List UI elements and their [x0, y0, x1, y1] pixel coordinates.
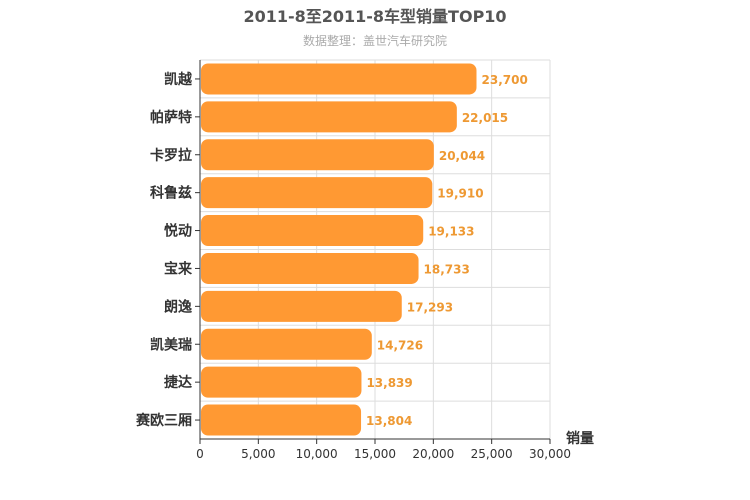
category-label: 捷达	[164, 374, 192, 391]
x-tick-label: 10,000	[296, 447, 338, 461]
bar-4	[201, 215, 424, 247]
bar-1	[201, 101, 457, 133]
bar-value-label: 13,839	[366, 376, 412, 390]
axis-layer: 0 5,000 10,000 15,000 20,000 25,000 30,000 凯越帕萨…	[135, 60, 571, 461]
bar-7	[201, 328, 372, 360]
bar-value-label: 13,804	[366, 414, 412, 428]
category-label: 凯美瑞	[150, 336, 192, 353]
chart-title: 2011-8至2011-8车型销量TOP10	[243, 7, 506, 26]
category-label: 悦动	[164, 223, 192, 240]
category-label: 朗逸	[164, 298, 192, 315]
x-tick-label: 5,000	[241, 447, 275, 461]
bar-5	[201, 252, 419, 284]
bar-value-label: 14,726	[377, 338, 423, 352]
category-label: 帕萨特	[150, 109, 192, 126]
bar-value-label: 23,700	[482, 73, 528, 87]
category-label: 宝来	[164, 260, 193, 277]
bar-6	[201, 290, 402, 322]
bar-value-label: 19,133	[428, 225, 474, 239]
bar-value-label: 20,044	[439, 149, 485, 163]
x-axis-label: 销量	[566, 430, 594, 447]
x-tick-label: 30,000	[529, 447, 571, 461]
bar-value-label: 18,733	[424, 262, 470, 276]
category-label: 赛欧三厢	[135, 412, 192, 429]
category-label: 卡罗拉	[150, 147, 192, 164]
bar-8	[201, 366, 362, 398]
x-tick-label: 25,000	[471, 447, 513, 461]
bars-layer: 23,700 22,015 20,044 19,910 19,133 18,733 17,2…	[201, 63, 528, 436]
bar-value-label: 19,910	[437, 187, 483, 201]
bar-2	[201, 139, 434, 171]
bar-value-label: 22,015	[462, 111, 508, 125]
bar-0	[201, 63, 477, 95]
x-tick-label: 20,000	[412, 447, 454, 461]
category-label: 凯越	[164, 71, 193, 88]
bar-3	[201, 177, 433, 209]
chart-subtitle: 数据整理：盖世汽车研究院	[303, 33, 447, 48]
category-label: 科鲁兹	[150, 185, 192, 202]
x-tick-label: 15,000	[354, 447, 396, 461]
bar-value-label: 17,293	[407, 300, 453, 314]
x-tick-label: 0	[196, 447, 204, 461]
bar-9	[201, 404, 362, 436]
